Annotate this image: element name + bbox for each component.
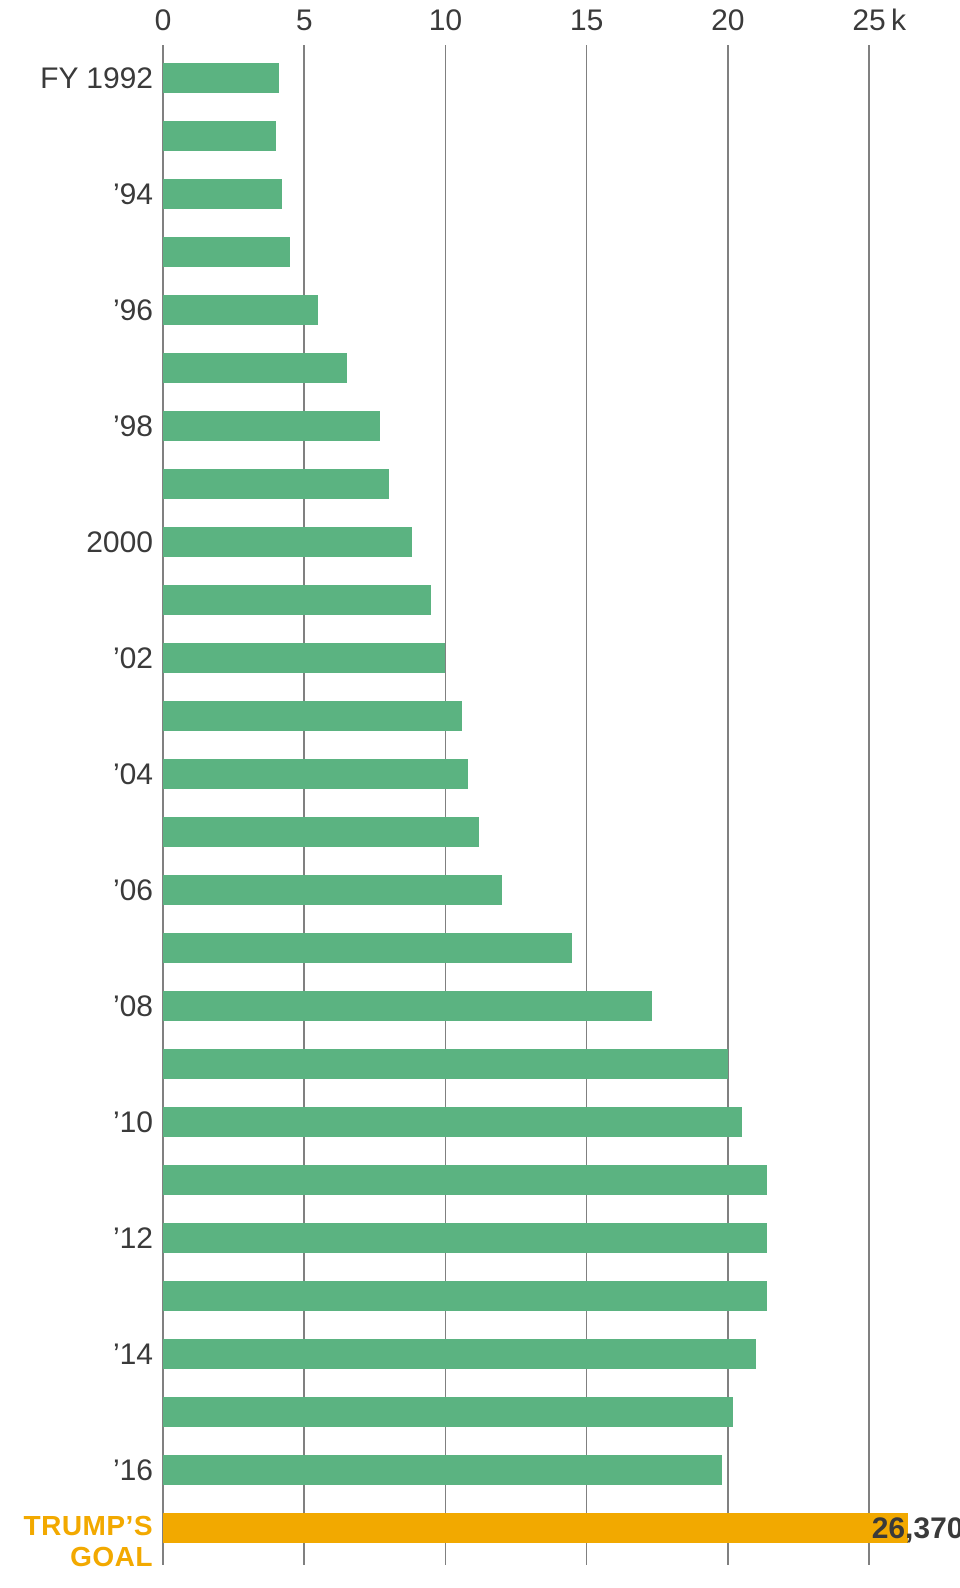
bar xyxy=(163,527,412,557)
bar xyxy=(163,411,380,441)
bar xyxy=(163,1107,742,1137)
y-axis-label: ’02 xyxy=(113,642,153,676)
y-axis-label: ’12 xyxy=(113,1222,153,1256)
bar xyxy=(163,1397,733,1427)
y-axis-label: ’94 xyxy=(113,178,153,212)
bar xyxy=(163,991,652,1021)
y-axis-label: ’08 xyxy=(113,990,153,1024)
bar xyxy=(163,817,479,847)
x-axis-suffix: k xyxy=(891,4,906,38)
bar xyxy=(163,295,318,325)
y-axis-label: FY 1992 xyxy=(40,62,153,96)
gridline xyxy=(868,45,870,1565)
gridline xyxy=(445,45,447,1565)
bar xyxy=(163,759,468,789)
bar xyxy=(163,121,276,151)
gridline xyxy=(586,45,588,1565)
gridline xyxy=(727,45,729,1565)
bar xyxy=(163,875,502,905)
y-axis-label: ’04 xyxy=(113,758,153,792)
bar xyxy=(163,63,279,93)
bar-highlight xyxy=(163,1513,908,1543)
bar xyxy=(163,1049,728,1079)
y-axis-label: ’10 xyxy=(113,1106,153,1140)
gridline xyxy=(303,45,305,1565)
bar xyxy=(163,237,290,267)
bar xyxy=(163,1455,722,1485)
bar xyxy=(163,1281,767,1311)
bar xyxy=(163,353,347,383)
baseline xyxy=(162,45,165,1565)
bar xyxy=(163,1165,767,1195)
x-axis-tick-label: 0 xyxy=(155,4,172,38)
y-axis-label: ’96 xyxy=(113,294,153,328)
y-axis-label: ’98 xyxy=(113,410,153,444)
x-axis-tick-label: 10 xyxy=(429,4,462,38)
goal-label: TRUMP’SGOAL xyxy=(24,1511,154,1573)
border-patrol-agents-chart: 0 5 10 15 20 25k FY 1992 ’94 ’96 ’98 2000 ’02 ’04 ’06… xyxy=(0,0,960,1588)
x-axis-tick-label: 20 xyxy=(711,4,744,38)
y-axis-label: ’06 xyxy=(113,874,153,908)
x-axis-tick-label: 15 xyxy=(570,4,603,38)
bar xyxy=(163,469,389,499)
y-axis-label: 2000 xyxy=(86,526,153,560)
bar xyxy=(163,933,572,963)
bar xyxy=(163,1339,756,1369)
bar xyxy=(163,701,462,731)
y-axis-label: ’16 xyxy=(113,1454,153,1488)
x-axis-tick-label: 5 xyxy=(296,4,313,38)
x-axis-tick-label: 25 xyxy=(852,4,885,38)
goal-value-label: 26,370 xyxy=(872,1512,960,1546)
bar xyxy=(163,643,445,673)
bar xyxy=(163,179,282,209)
bar xyxy=(163,585,431,615)
y-axis-label: ’14 xyxy=(113,1338,153,1372)
bar xyxy=(163,1223,767,1253)
